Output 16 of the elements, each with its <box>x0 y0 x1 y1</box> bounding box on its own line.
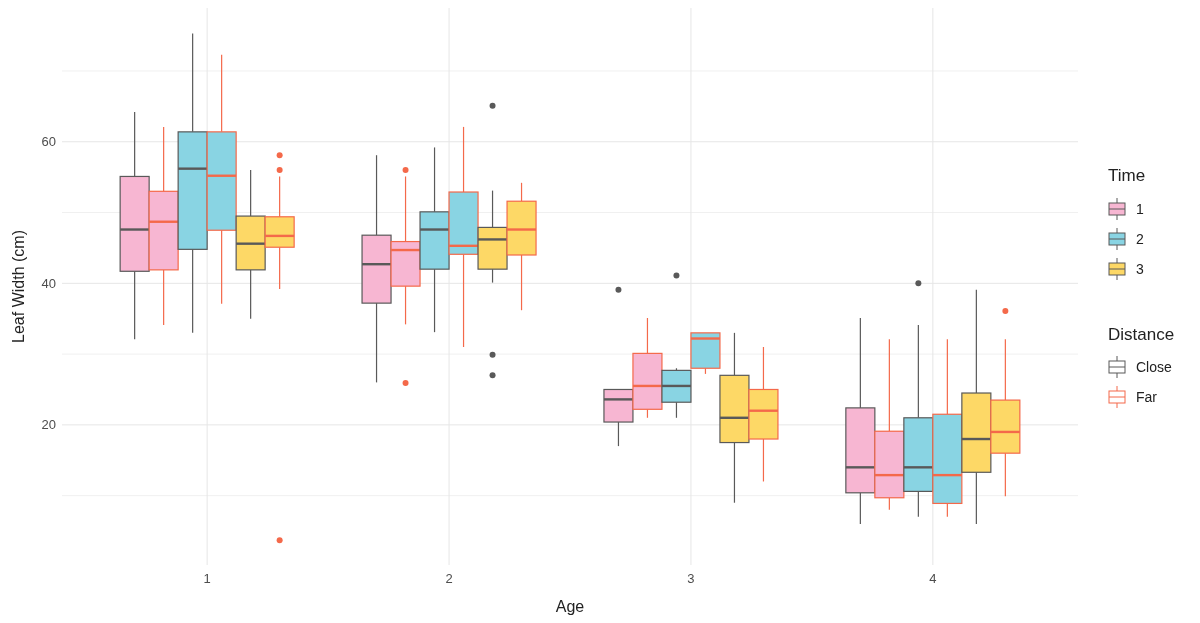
x-tick-label: 4 <box>929 571 937 586</box>
y-axis-title: Leaf Width (cm) <box>10 230 27 343</box>
text: Far <box>1136 389 1158 405</box>
x-axis-title: Age <box>555 598 585 615</box>
x-tick-label: 1 <box>203 571 211 586</box>
y-tick-label: 20 <box>41 417 56 433</box>
x-tick-label: 3 <box>687 571 695 586</box>
x-tick-label: 2 <box>445 571 453 586</box>
text: Close <box>1136 359 1173 375</box>
legend-label: 2 <box>1136 231 1144 247</box>
legend-label: 1 <box>1136 201 1144 217</box>
legend-title: Time <box>1108 166 1146 185</box>
y-tick-label: 60 <box>41 134 56 150</box>
y-tick-label: 40 <box>41 275 56 291</box>
legend-label: 3 <box>1136 261 1144 277</box>
text: Distance <box>1108 325 1175 344</box>
